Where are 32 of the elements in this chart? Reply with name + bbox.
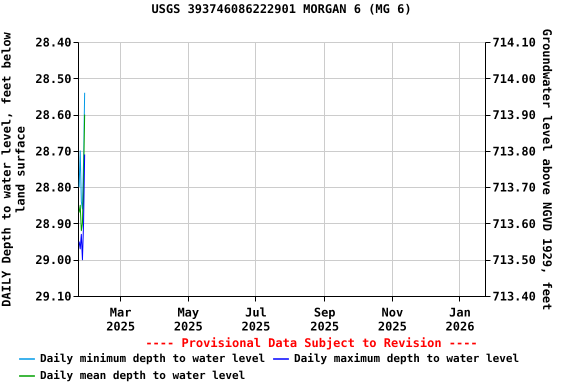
y-tick-label: 28.40 <box>35 36 72 50</box>
x-tick-label: Sep 2025 <box>310 306 340 334</box>
x-tick-label: Jul 2025 <box>241 306 270 334</box>
legend-label: Daily mean depth to water level <box>40 369 246 382</box>
y-axis-title: DAILY Depth to water level, feet below land surface <box>0 31 28 307</box>
legend-label: Daily maximum depth to water level <box>294 352 520 365</box>
line-series <box>78 92 86 210</box>
x-tick-label: Mar 2025 <box>106 306 136 334</box>
y2-tick-label: 714.00 <box>492 72 536 86</box>
y2-tick-label: 714.10 <box>492 36 536 50</box>
y2-tick-label: 713.60 <box>492 216 536 231</box>
x-tick-label: May 2025 <box>174 306 203 334</box>
x-tick-label: Nov 2025 <box>378 306 407 334</box>
y2-tick-label: 713.40 <box>492 290 536 304</box>
y2-tick-label: 713.80 <box>492 144 536 158</box>
y2-tick-label: 713.50 <box>492 253 536 268</box>
y-tick-label: 28.70 <box>35 144 72 158</box>
y2-tick-label: 713.90 <box>492 108 536 122</box>
y-tick-label: 28.60 <box>35 108 72 122</box>
y-tick-label: 29.00 <box>35 253 72 268</box>
y-tick-label: 28.50 <box>35 72 72 86</box>
legend-label: Daily minimum depth to water level <box>40 352 266 365</box>
chart-title: USGS 393746086222901 MORGAN 6 (MG 6) <box>151 2 412 16</box>
text: ---- Provisional Data Subject to Revision ---- <box>145 336 478 350</box>
y2-tick-label: 713.70 <box>492 180 536 195</box>
x-tick-label: Jan 2026 <box>446 306 474 334</box>
y2-axis-title: Groundwater level above NGVD 1929, feet <box>540 28 554 310</box>
y-tick-label: 28.80 <box>35 180 72 195</box>
line-series <box>78 154 86 260</box>
line-series <box>78 114 86 232</box>
y-tick-label: 29.10 <box>35 290 72 304</box>
y-tick-label: 28.90 <box>35 216 72 231</box>
